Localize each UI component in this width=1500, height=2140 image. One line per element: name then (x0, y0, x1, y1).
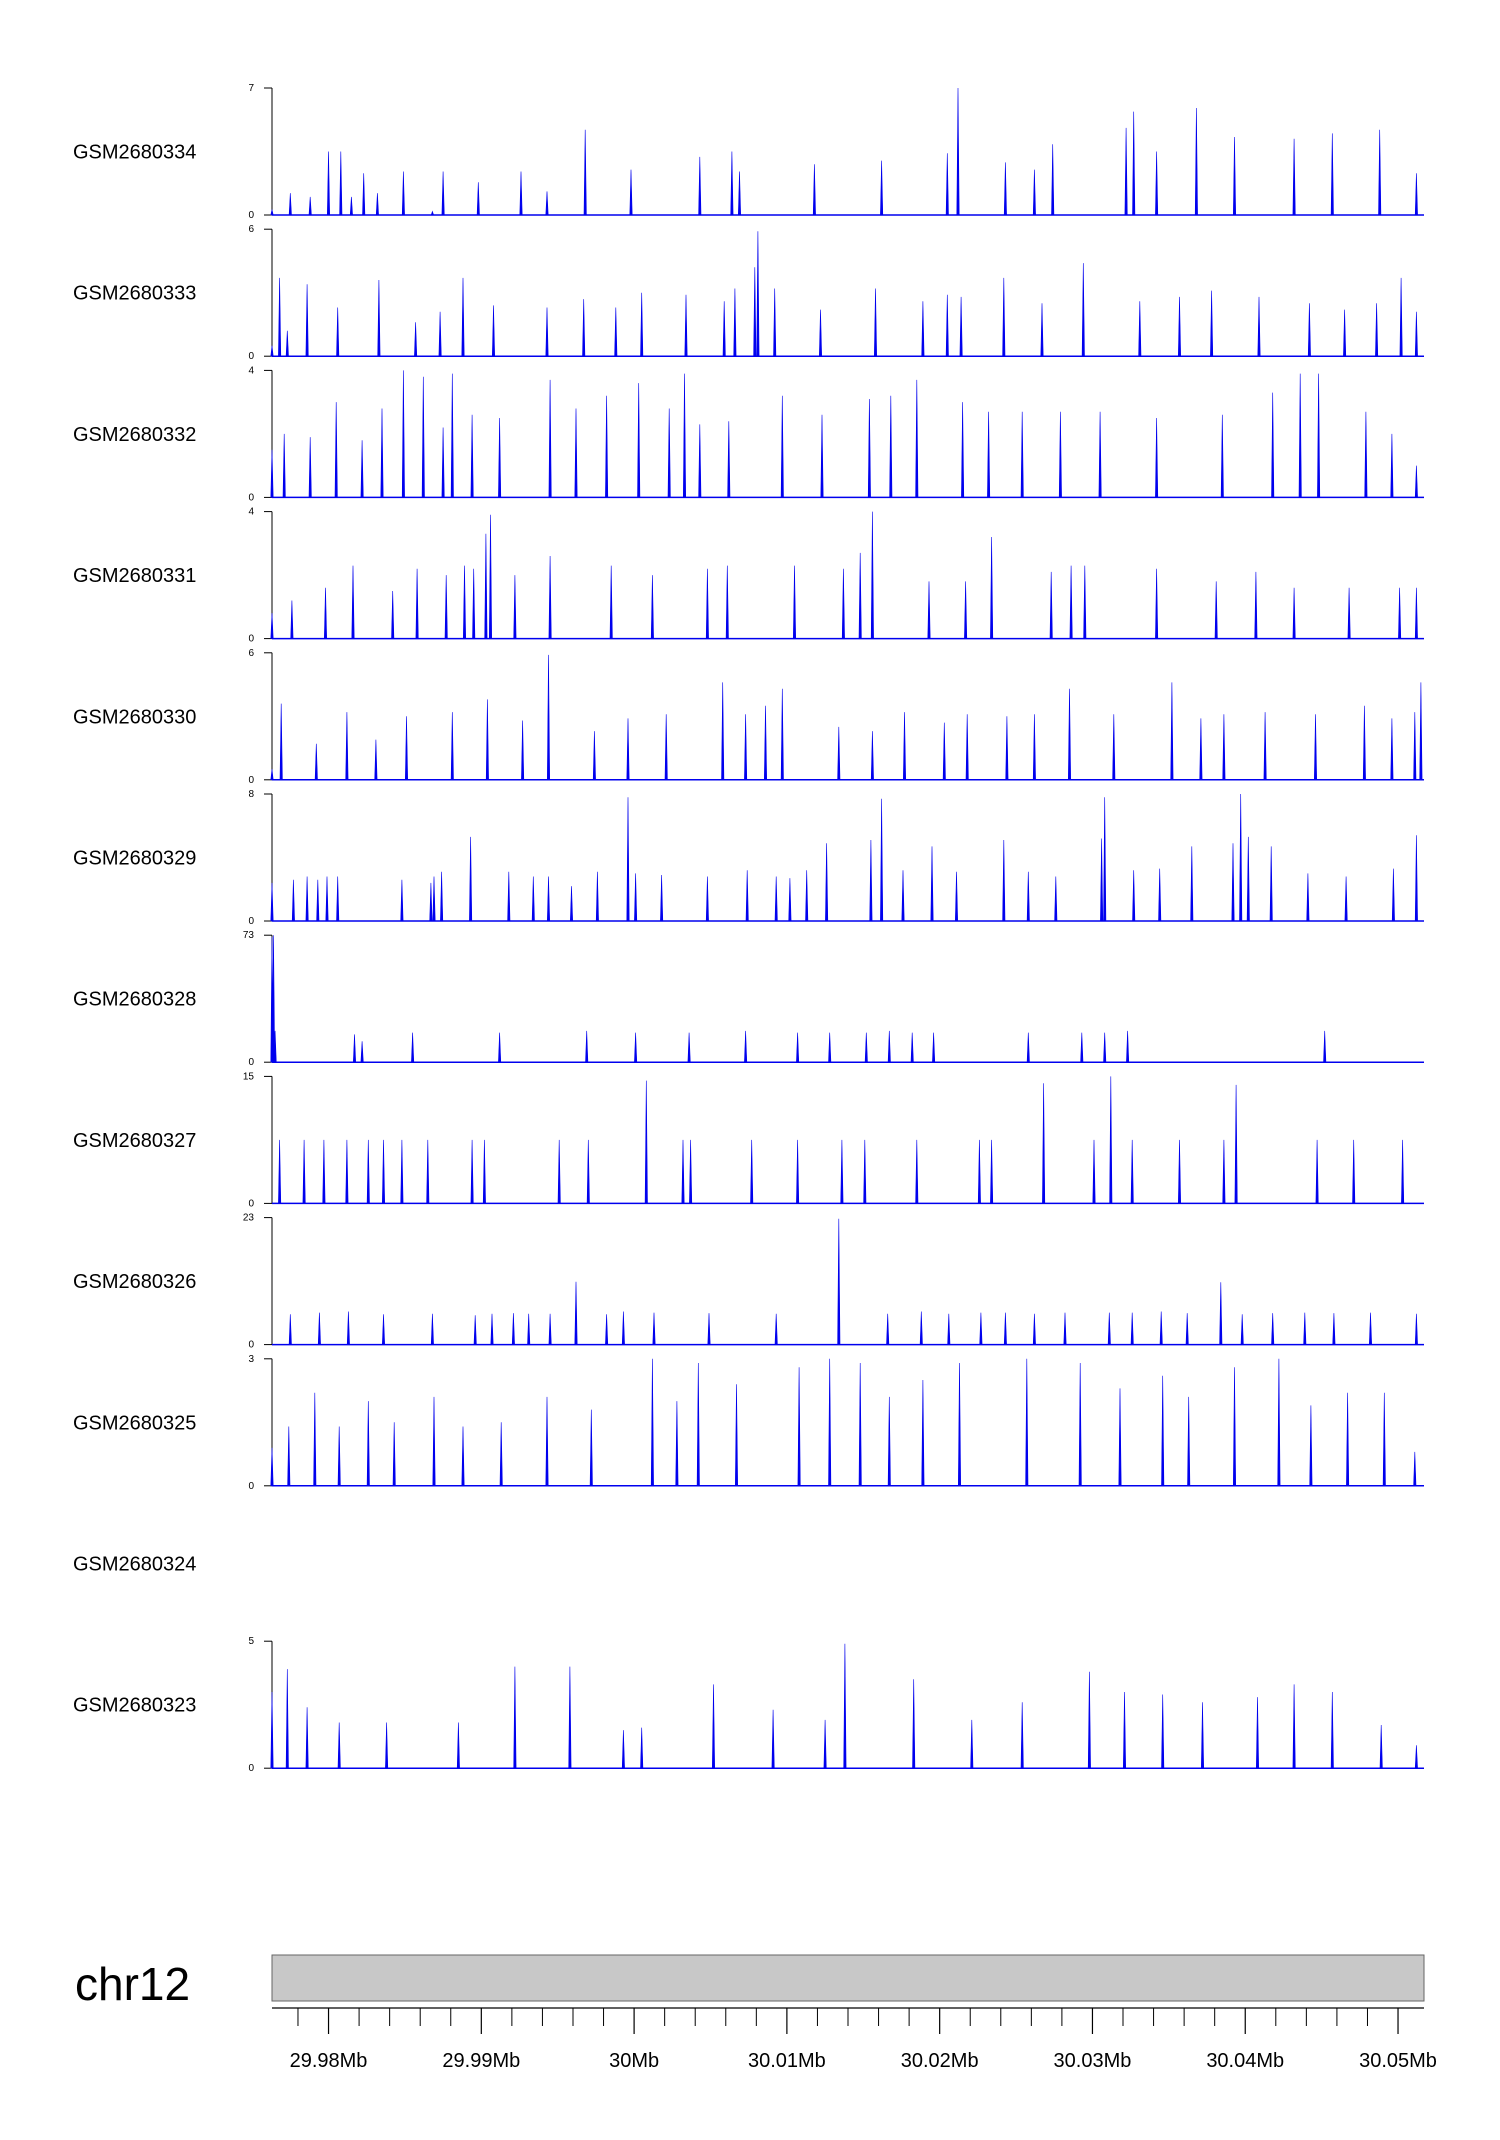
track-label: GSM2680330 (73, 706, 196, 728)
axis-tick-label: 30.03Mb (1054, 2050, 1132, 2072)
track-label: GSM2680331 (73, 565, 196, 587)
y-tick-label-max: 6 (248, 648, 254, 659)
y-tick-label-max: 6 (248, 224, 254, 235)
coverage-area (270, 1358, 1417, 1487)
coverage-area (270, 370, 1418, 498)
chromosome-label: chr12 (75, 1958, 190, 2010)
track-GSM2680331: GSM2680331 4 0 (73, 507, 1424, 645)
coverage-area (270, 1643, 1418, 1769)
y-tick-label-max: 5 (248, 1636, 254, 1647)
y-tick-label-max: 23 (243, 1213, 255, 1224)
axis-tick-label: 30.04Mb (1206, 2050, 1284, 2072)
track-GSM2680334: GSM2680334 7 0 (73, 83, 1424, 221)
track-label: GSM2680327 (73, 1130, 196, 1152)
y-tick-label-min: 0 (248, 1057, 254, 1068)
coverage-area (270, 935, 1375, 1063)
axis-tick-label: 30.01Mb (748, 2050, 826, 2072)
y-tick-label-min: 0 (248, 1340, 254, 1351)
track-label: GSM2680326 (73, 1271, 196, 1293)
y-tick-label-min: 0 (248, 351, 254, 362)
track-GSM2680326: GSM2680326 23 0 (73, 1213, 1424, 1351)
axis-tick-label: 29.98Mb (290, 2050, 368, 2072)
coverage-area (270, 654, 1423, 781)
y-tick-label-max: 4 (248, 365, 254, 376)
track-GSM2680327: GSM2680327 15 0 (73, 1071, 1424, 1209)
coverage-area (270, 511, 1418, 639)
track-label: GSM2680324 (73, 1554, 196, 1576)
track-label: GSM2680333 (73, 283, 196, 305)
axis-tick-label: 29.99Mb (442, 2050, 520, 2072)
y-tick-label-max: 15 (243, 1071, 255, 1082)
y-tick-label-min: 0 (248, 775, 254, 786)
y-tick-label-max: 8 (248, 789, 254, 800)
coverage-area (270, 231, 1418, 357)
y-tick-label-min: 0 (248, 634, 254, 645)
track-label: GSM2680332 (73, 424, 196, 446)
coverage-area (278, 1076, 1405, 1204)
y-tick-label-min: 0 (248, 916, 254, 927)
coverage-area (270, 87, 1418, 216)
track-GSM2680323: GSM2680323 5 0 (73, 1636, 1424, 1774)
axis-tick-label: 30.02Mb (901, 2050, 979, 2072)
y-tick-label-max: 4 (248, 507, 254, 518)
coverage-area (288, 1218, 1418, 1345)
track-GSM2680324: GSM2680324 (73, 1554, 196, 1576)
track-label: GSM2680328 (73, 989, 196, 1011)
track-GSM2680328: GSM2680328 73 0 (73, 930, 1424, 1068)
track-label: GSM2680325 (73, 1412, 196, 1434)
coverage-area (270, 793, 1418, 922)
track-GSM2680325: GSM2680325 3 0 (73, 1354, 1424, 1492)
data-tracks: GSM268033470GSM268033360GSM268033240GSM2… (73, 83, 1424, 1774)
track-label: GSM2680329 (73, 848, 196, 870)
y-tick-label-min: 0 (248, 1481, 254, 1492)
y-tick-label-max: 3 (248, 1354, 254, 1365)
track-label: GSM2680334 (73, 142, 196, 164)
genomic-axis: 29.98Mb 29.99Mb 30Mb 30.01Mb 30.02Mb 30.03Mb 3… (272, 2007, 1437, 2072)
y-tick-label-min: 0 (248, 1198, 254, 1209)
track-GSM2680330: GSM2680330 6 0 (73, 648, 1424, 786)
y-tick-label-min: 0 (248, 492, 254, 503)
y-tick-label-min: 0 (248, 1763, 254, 1774)
track-label: GSM2680323 (73, 1695, 196, 1717)
track-GSM2680329: GSM2680329 8 0 (73, 789, 1424, 927)
chromosome-ideogram (271, 1954, 1425, 2002)
chromosome-ideogram-panel: chr12 (75, 1954, 1425, 2010)
y-tick-label-max: 73 (243, 930, 255, 941)
y-tick-label-max: 7 (248, 83, 254, 94)
axis-tick-label: 30Mb (609, 2050, 659, 2072)
axis-tick-label: 30.05Mb (1359, 2050, 1437, 2072)
track-GSM2680333: GSM2680333 6 0 (73, 224, 1424, 362)
y-tick-label-min: 0 (248, 210, 254, 221)
track-GSM2680332: GSM2680332 4 0 (73, 365, 1424, 503)
